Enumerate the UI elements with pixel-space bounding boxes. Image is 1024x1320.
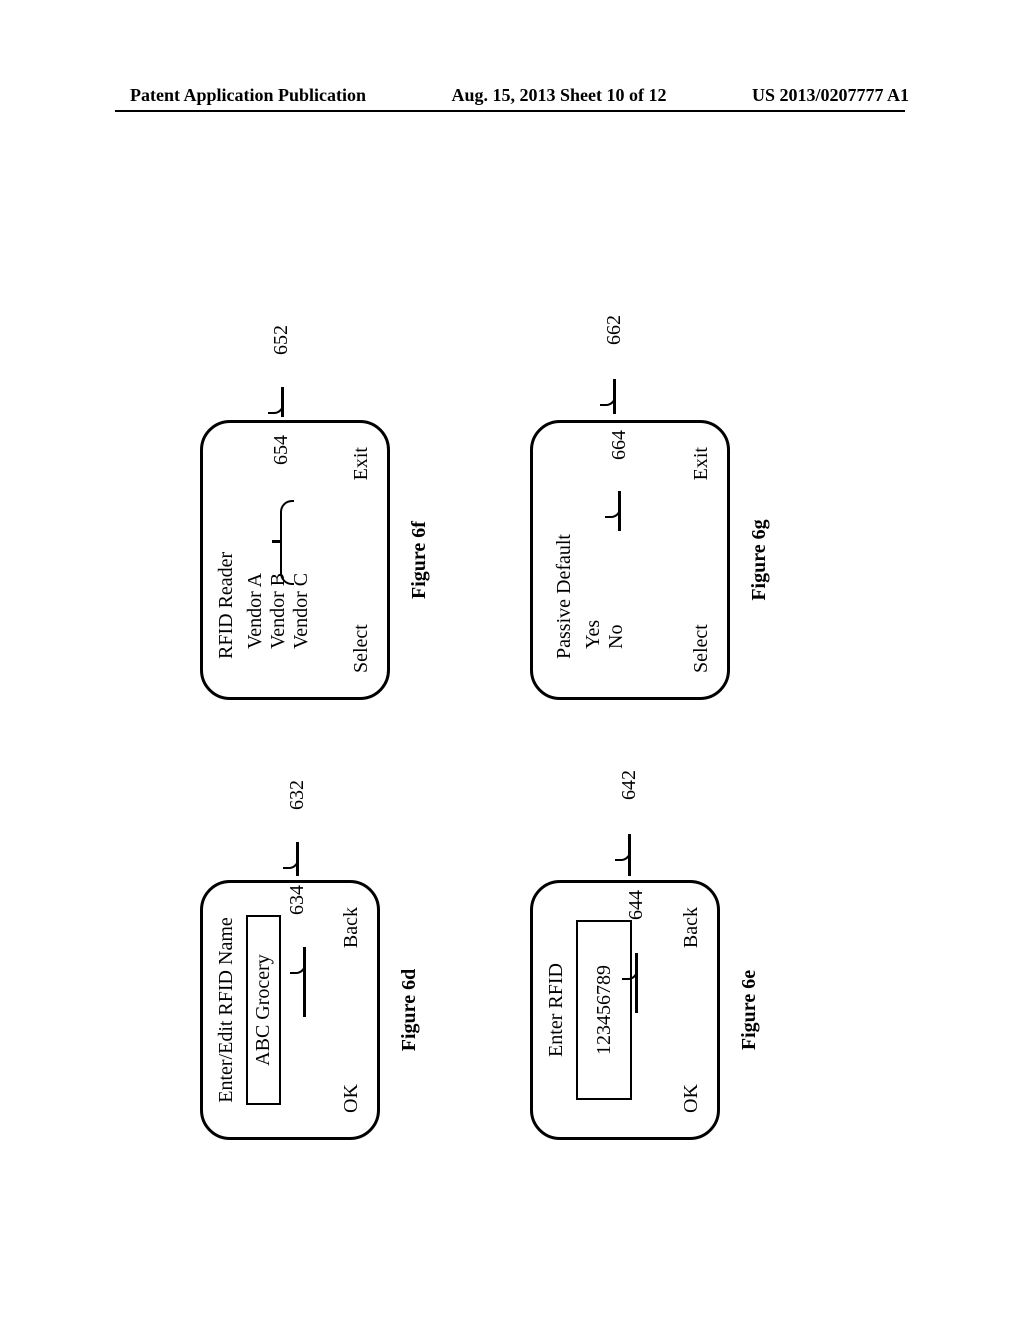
lead-642: [628, 834, 631, 876]
figure-6g-wrap: Passive Default Yes No Select Exit Figur…: [530, 420, 771, 700]
screen-6f: RFID Reader Vendor A Vendor B Vendor C S…: [200, 420, 390, 700]
screen-6e-back-button[interactable]: Back: [680, 907, 703, 948]
header-rule: [115, 110, 905, 112]
screen-6g-select-button[interactable]: Select: [690, 624, 713, 673]
page-header: Patent Application Publication Aug. 15, …: [0, 85, 1024, 106]
screen-6g: Passive Default Yes No Select Exit: [530, 420, 730, 700]
figure-6f-wrap: RFID Reader Vendor A Vendor B Vendor C S…: [200, 420, 431, 700]
header-right: US 2013/0207777 A1: [752, 85, 909, 106]
screen-6d-back-button[interactable]: Back: [340, 907, 363, 948]
ref-652: 652: [270, 325, 293, 355]
screen-6g-title: Passive Default: [553, 441, 576, 659]
screen-6d-title: Enter/Edit RFID Name: [215, 901, 238, 1119]
screen-6f-title: RFID Reader: [215, 441, 238, 659]
ref-632: 632: [286, 780, 309, 810]
screen-6e-input[interactable]: 123456789: [576, 920, 632, 1100]
screen-6f-list: Vendor A Vendor B Vendor C: [244, 441, 313, 649]
screen-6d: Enter/Edit RFID Name ABC Grocery OK Back: [200, 880, 380, 1140]
lead-632: [296, 842, 299, 876]
ref-654: 654: [270, 435, 293, 465]
header-left: Patent Application Publication: [130, 85, 366, 106]
vendor-a[interactable]: Vendor A: [244, 441, 267, 649]
screen-6d-input[interactable]: ABC Grocery: [246, 915, 281, 1105]
screen-6g-exit-button[interactable]: Exit: [690, 447, 713, 480]
screen-6f-select-button[interactable]: Select: [350, 624, 373, 673]
figure-6d-wrap: Enter/Edit RFID Name ABC Grocery OK Back…: [200, 880, 421, 1140]
caption-6d: Figure 6d: [398, 880, 421, 1140]
lead-652: [281, 387, 284, 417]
screen-6e-ok-button[interactable]: OK: [680, 1084, 703, 1113]
screen-6g-list: Yes No: [582, 441, 628, 649]
figure-canvas: Enter/Edit RFID Name ABC Grocery OK Back…: [130, 180, 890, 1080]
lead-664: [618, 491, 621, 531]
lead-662: [613, 379, 616, 414]
screen-6d-ok-button[interactable]: OK: [340, 1084, 363, 1113]
screen-6f-exit-button[interactable]: Exit: [350, 447, 373, 480]
ref-642: 642: [618, 770, 641, 800]
bracket-654: [280, 500, 294, 585]
ref-664: 664: [608, 430, 631, 460]
caption-6e: Figure 6e: [738, 880, 761, 1140]
screen-6e-title: Enter RFID: [545, 901, 568, 1119]
lead-634: [303, 947, 306, 1017]
ref-644: 644: [625, 890, 648, 920]
option-no[interactable]: No: [605, 441, 628, 649]
header-center: Aug. 15, 2013 Sheet 10 of 12: [452, 85, 667, 106]
lead-644: [635, 953, 638, 1013]
caption-6g: Figure 6g: [748, 420, 771, 700]
lead-654: [272, 540, 282, 543]
ref-662: 662: [603, 315, 626, 345]
caption-6f: Figure 6f: [408, 420, 431, 700]
ref-634: 634: [286, 885, 309, 915]
option-yes[interactable]: Yes: [582, 441, 605, 649]
